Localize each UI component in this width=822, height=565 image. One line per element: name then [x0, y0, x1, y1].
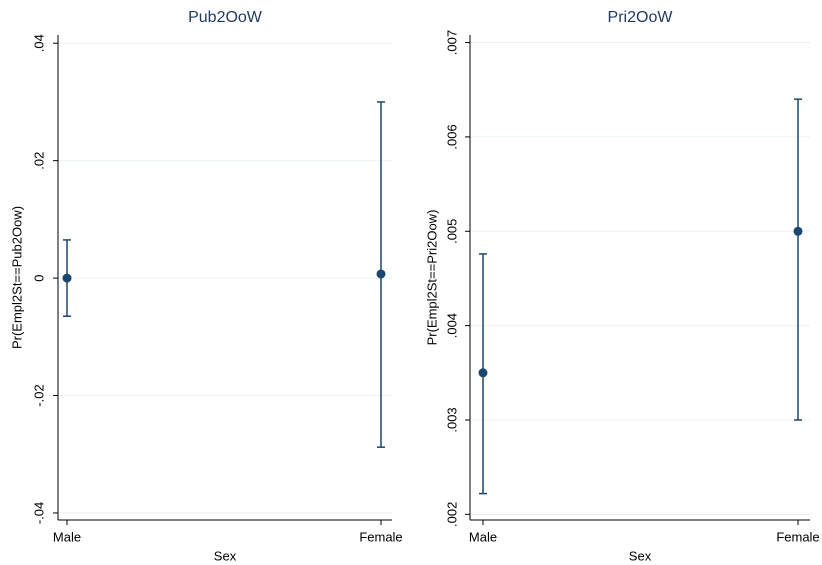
x-tick-label: Female: [776, 529, 819, 544]
y-axis-label: Pr(Empl2St==Pub2Oow): [9, 206, 24, 349]
point: [62, 273, 72, 283]
y-tick-label: .005: [444, 219, 459, 244]
x-tick-label: Male: [469, 529, 497, 544]
y-axis-label: Pr(Empl2St==Pri2Oow): [424, 210, 439, 346]
y-tick-label: -.02: [31, 384, 46, 406]
chart-title: Pub2OoW: [188, 9, 263, 26]
y-tick-label: .004: [444, 313, 459, 338]
x-axis-label: Sex: [214, 548, 237, 563]
point: [376, 269, 386, 279]
point: [793, 226, 803, 236]
y-tick-label: .007: [444, 30, 459, 55]
x-tick-label: Female: [359, 529, 402, 544]
chart-title: Pri2OoW: [608, 9, 674, 26]
x-tick-label: Male: [53, 529, 81, 544]
y-tick-label: .003: [444, 407, 459, 432]
y-tick-label: .04: [31, 34, 46, 52]
y-tick-label: -.04: [31, 502, 46, 524]
point: [478, 368, 488, 378]
y-tick-label: .002: [444, 502, 459, 527]
y-tick-label: 0: [31, 274, 46, 281]
y-tick-label: .006: [444, 124, 459, 149]
x-axis-label: Sex: [629, 548, 652, 563]
y-tick-label: .02: [31, 152, 46, 170]
